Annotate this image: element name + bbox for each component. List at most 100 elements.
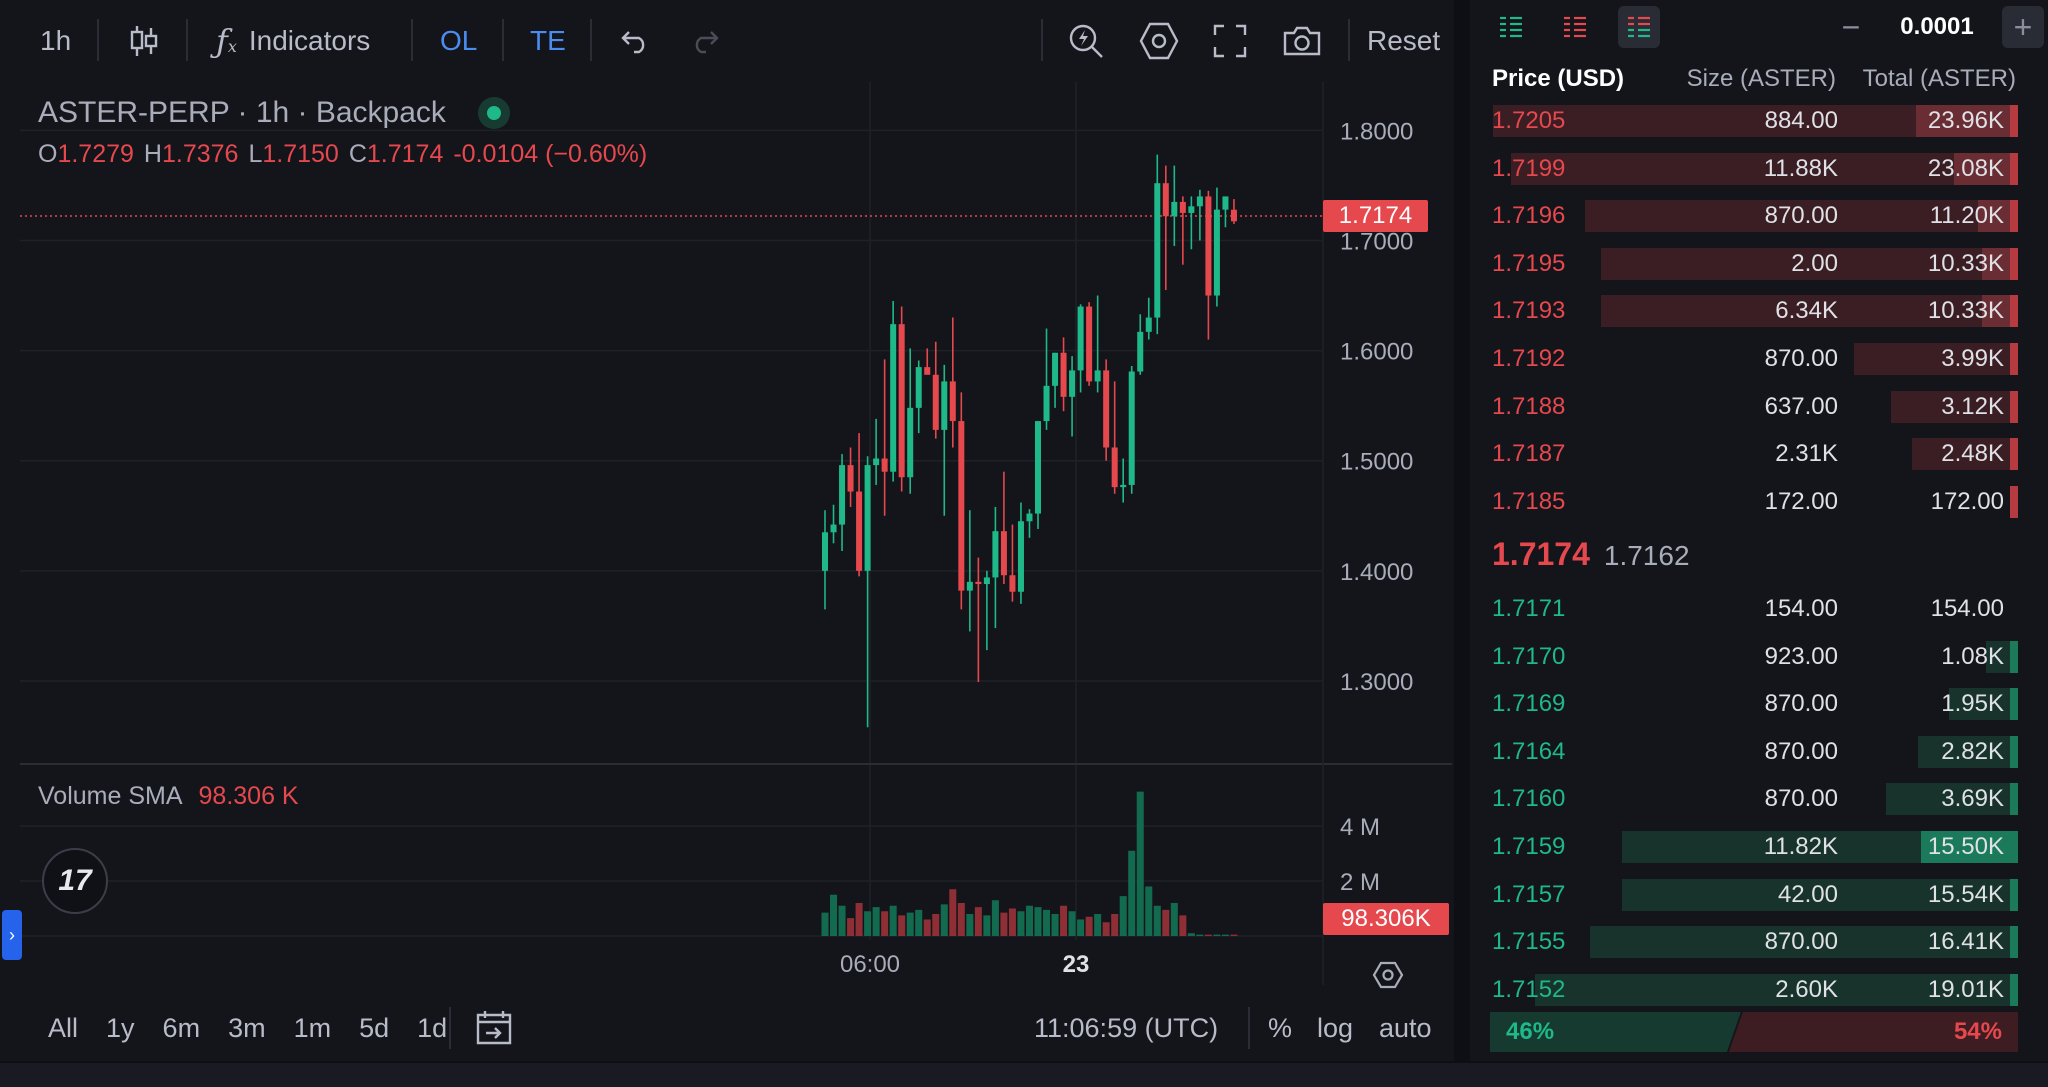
depth-edge (2010, 152, 2018, 185)
candle-type-button[interactable] (128, 0, 160, 82)
ask-row[interactable]: 1.7195 2.00 10.33K (1490, 244, 2018, 284)
ask-row[interactable]: 1.7187 2.31K 2.48K (1490, 434, 2018, 474)
view-both-button[interactable] (1490, 6, 1532, 48)
bid-row[interactable]: 1.7169 870.00 1.95K (1490, 684, 2018, 724)
ask-row[interactable]: 1.7193 6.34K 10.33K (1490, 291, 2018, 331)
tick-increase-button[interactable]: + (2002, 6, 2044, 48)
bid-ask-ratio: 46% 54% (1490, 1012, 2018, 1052)
depth-edge (2010, 878, 2018, 911)
depth-bar (1854, 343, 2018, 375)
ol-label: OL (440, 25, 478, 56)
alert-button[interactable] (1067, 0, 1105, 82)
depth-edge (2010, 295, 2018, 328)
interval-button[interactable]: 1h (40, 0, 71, 82)
te-label: TE (530, 25, 566, 56)
bid-row[interactable]: 1.7164 870.00 2.82K (1490, 732, 2018, 772)
reset-button[interactable]: Reset (1367, 0, 1440, 82)
tradingview-logo[interactable]: 17 (42, 848, 108, 914)
ask-row[interactable]: 1.7192 870.00 3.99K (1490, 339, 2018, 379)
ask-price: 1.7188 (1492, 392, 1566, 420)
price-chart[interactable]: 1.8000 1.7000 1.6000 1.5000 1.4000 1.3000 4 M 2… (0, 82, 1454, 1000)
bid-price: 1.7171 (1492, 595, 1566, 622)
range-5d[interactable]: 5d (359, 1012, 390, 1043)
bid-total: 1.95K (1941, 690, 2004, 718)
bid-total: 1.08K (1941, 642, 2004, 670)
percent-scale-button[interactable]: % (1268, 1000, 1292, 1056)
volume-bar (1102, 922, 1110, 936)
volume-bar (1136, 791, 1144, 936)
indicators-button[interactable]: ƒx Indicators (216, 0, 370, 82)
chart-settings-button[interactable] (1139, 0, 1179, 82)
go-to-date-button[interactable] (474, 1000, 514, 1056)
fullscreen-button[interactable] (1213, 0, 1247, 82)
candle-body (975, 581, 982, 585)
price-axis-label: 1.7000 (1340, 228, 1413, 255)
ask-row[interactable]: 1.7188 637.00 3.12K (1490, 387, 2018, 427)
ask-row[interactable]: 1.7205 884.00 23.96K (1490, 101, 2018, 141)
auto-scale-button[interactable]: auto (1379, 1000, 1432, 1056)
ask-row[interactable]: 1.7196 870.00 11.20K (1490, 196, 2018, 236)
depth-bar (1511, 152, 2018, 185)
bid-row[interactable]: 1.7152 2.60K 19.01K (1490, 970, 2018, 1010)
open-value: 1.7279 (57, 140, 134, 168)
spread-indicator: 1.7174 1.7162 (1492, 536, 1690, 573)
calendar-arrow-icon (476, 1011, 512, 1045)
ask-row[interactable]: 1.7199 11.88K 23.08K (1490, 149, 2018, 189)
range-1y[interactable]: 1y (106, 1012, 135, 1043)
candle-body (1154, 183, 1161, 318)
bid-row[interactable]: 1.7159 11.82K 15.50K (1490, 827, 2018, 867)
bid-size: 870.00 (1764, 928, 1838, 956)
te-button[interactable]: TE (530, 0, 566, 82)
range-1m[interactable]: 1m (293, 1012, 332, 1043)
candle-body (1052, 352, 1059, 386)
ask-size: 2.00 (1791, 249, 1838, 277)
bid-row[interactable]: 1.7155 870.00 16.41K (1490, 922, 2018, 962)
ask-size: 172.00 (1764, 487, 1838, 515)
undo-button[interactable] (620, 0, 650, 82)
bid-row[interactable]: 1.7171 154.00 154.00 (1490, 589, 2018, 629)
redo-icon (695, 31, 719, 54)
axis-settings-icon[interactable] (1372, 961, 1404, 989)
candle-body (847, 465, 854, 492)
candle-body (1171, 201, 1178, 217)
tick-decrease-button[interactable]: − (1830, 6, 1872, 48)
candle-body (1035, 421, 1041, 514)
ask-total: 3.99K (1941, 345, 2004, 372)
range-all[interactable]: All (48, 1012, 79, 1043)
volume-bar (1051, 914, 1059, 936)
ask-price: 1.7195 (1492, 249, 1566, 277)
bid-row[interactable]: 1.7157 42.00 15.54K (1490, 875, 2018, 915)
range-6m[interactable]: 6m (162, 1012, 201, 1043)
view-asks-button[interactable] (1554, 6, 1596, 48)
ol-button[interactable]: OL (440, 0, 477, 82)
last-price-tag: 1.7174 (1323, 200, 1428, 232)
volume-bar (906, 912, 914, 936)
utc-clock[interactable]: 11:06:59 (UTC) (1034, 1000, 1218, 1056)
size-bar (1954, 152, 2018, 185)
candle-body (1077, 306, 1084, 371)
drawing-toolbar-toggle[interactable]: › (2, 910, 22, 960)
ask-ratio-bar: 54% (1728, 1012, 2018, 1052)
candle-body (839, 465, 846, 525)
ask-price: 1.7205 (1492, 107, 1566, 134)
candle-body (958, 421, 965, 591)
bid-row[interactable]: 1.7160 870.00 3.69K (1490, 779, 2018, 819)
volume-bar (1153, 905, 1161, 936)
bid-price: 1.7159 (1492, 833, 1566, 860)
bid-row[interactable]: 1.7170 923.00 1.08K (1490, 637, 2018, 677)
ask-row[interactable]: 1.7185 172.00 172.00 (1490, 482, 2018, 522)
screenshot-button[interactable] (1282, 0, 1322, 82)
range-1d[interactable]: 1d (417, 1012, 448, 1043)
price-axis-label: 1.5000 (1340, 449, 1413, 476)
ask-total: 172.00 (1930, 487, 2004, 515)
candle-body (1222, 196, 1229, 210)
log-scale-button[interactable]: log (1317, 1000, 1353, 1056)
view-split-button[interactable] (1618, 6, 1660, 48)
range-3m[interactable]: 3m (228, 1012, 266, 1043)
volume-bar (932, 914, 940, 936)
ask-price: 1.7193 (1492, 297, 1566, 325)
redo-button[interactable] (690, 0, 720, 82)
volume-bar (1128, 850, 1136, 936)
live-status-icon (477, 97, 510, 129)
depth-edge (2010, 926, 2018, 959)
